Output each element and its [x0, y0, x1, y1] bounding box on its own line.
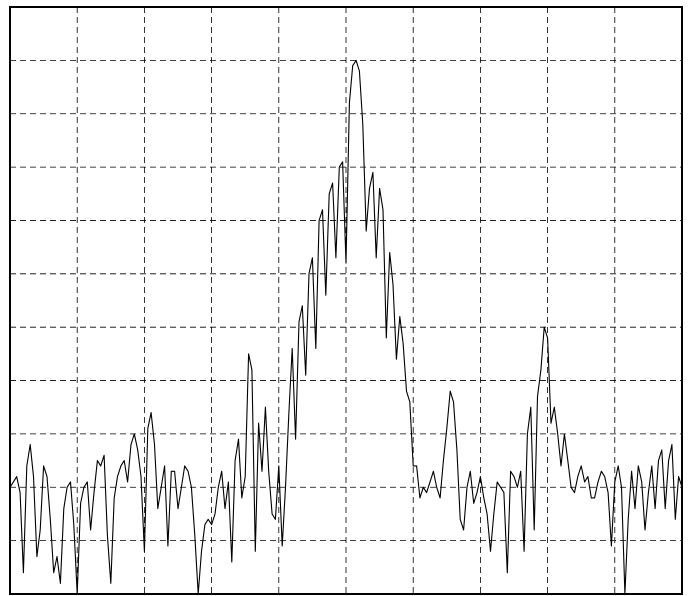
series-line: [9, 59, 683, 595]
grid-lines: [10, 7, 682, 594]
plot-border: [9, 6, 683, 595]
